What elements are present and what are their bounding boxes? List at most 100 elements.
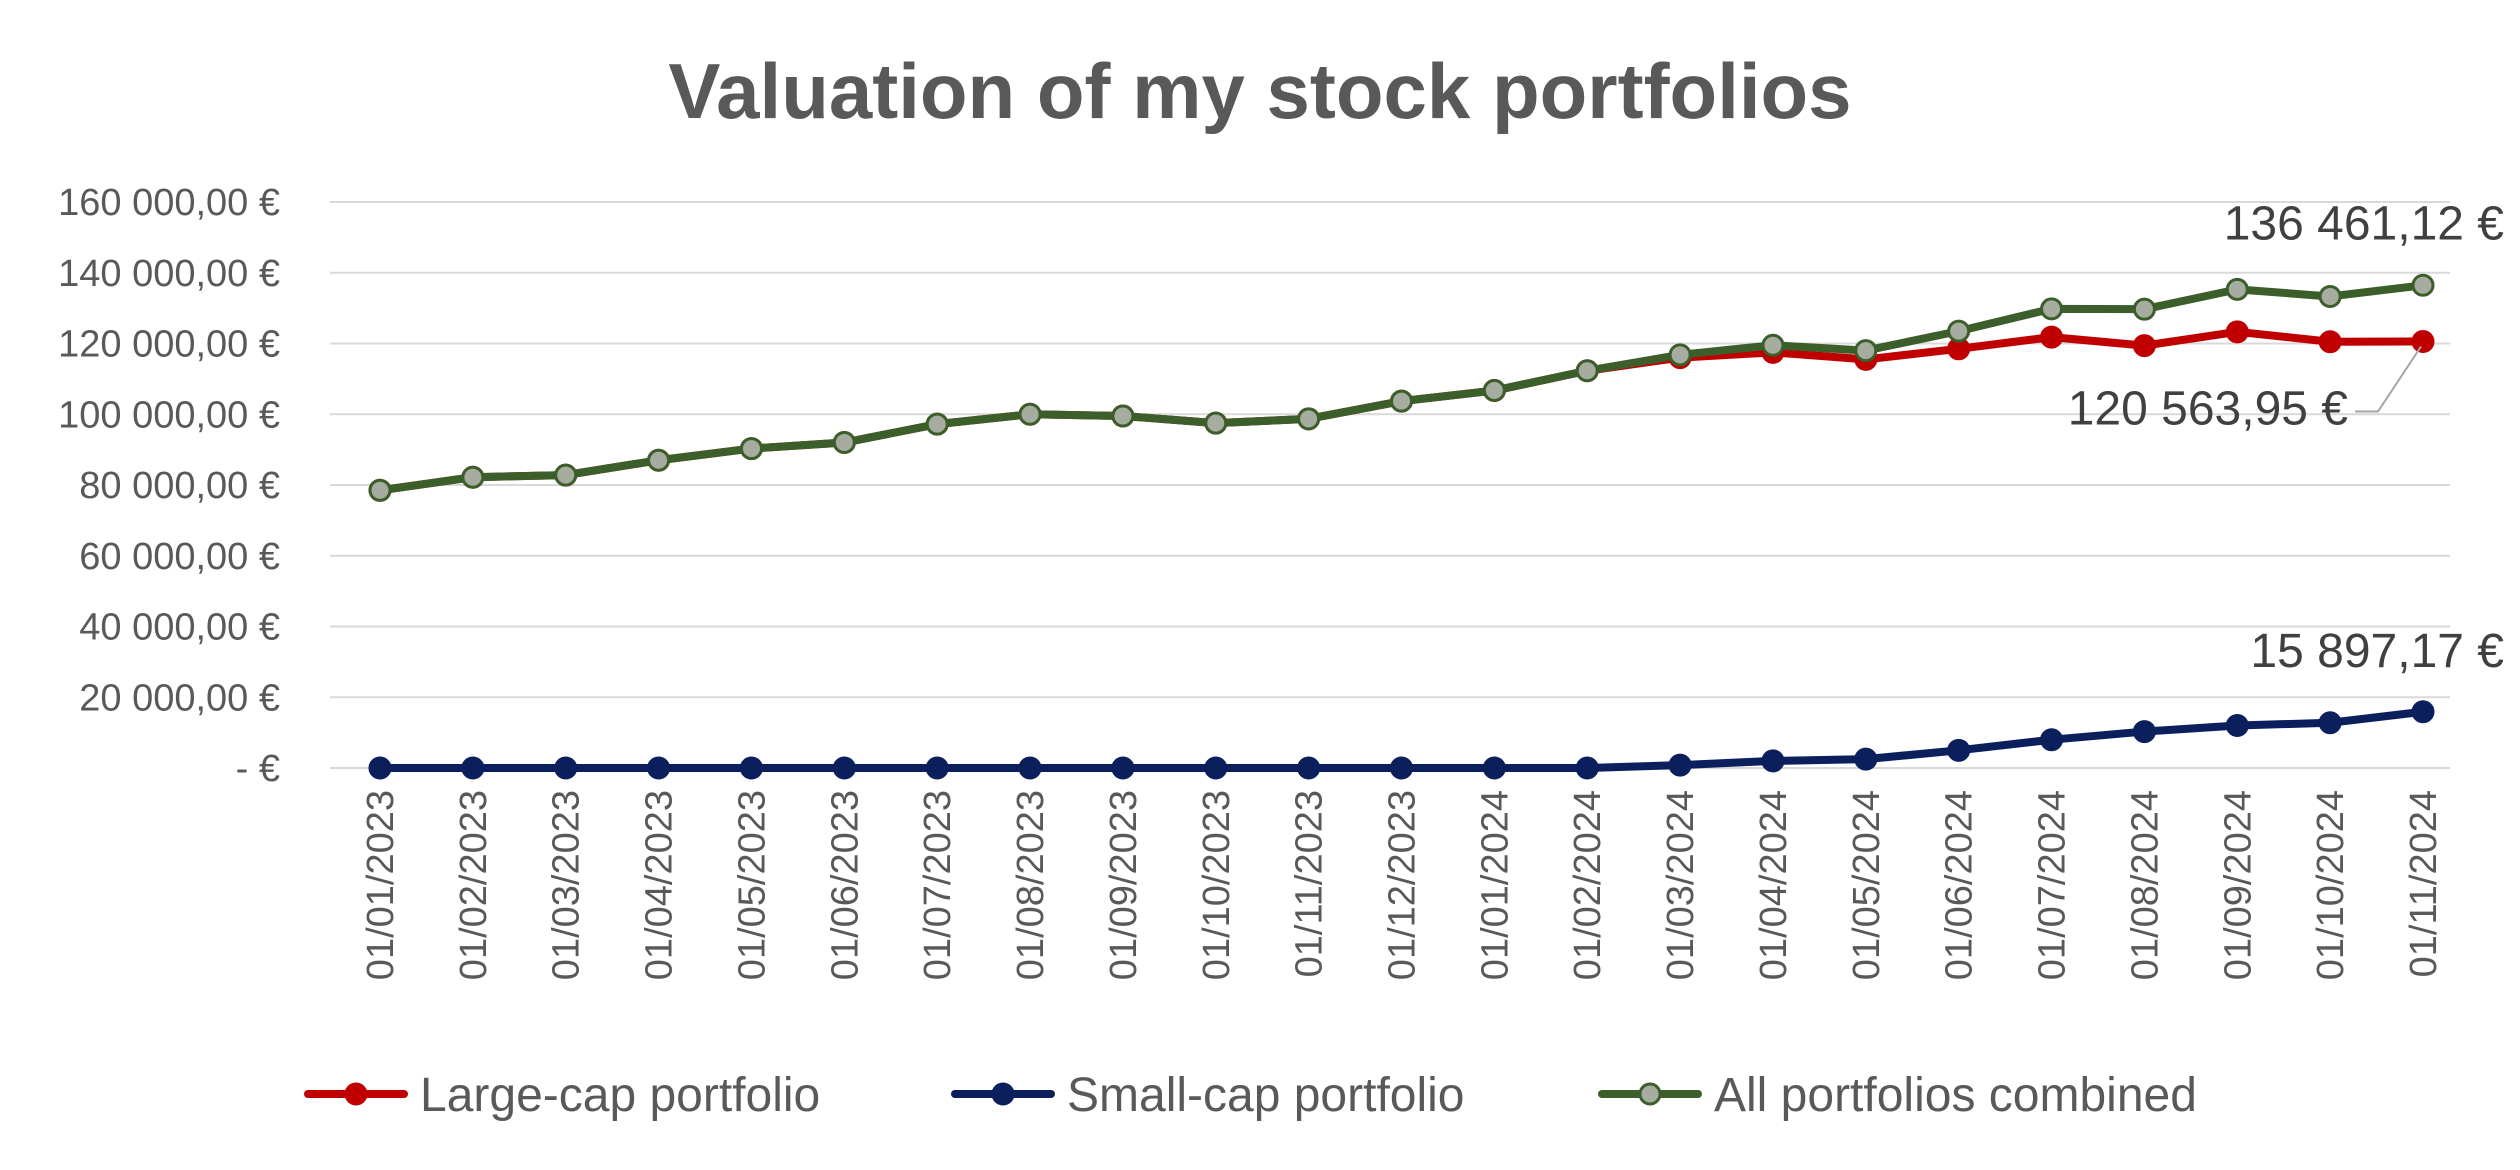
data-point	[368, 478, 392, 502]
data-point	[1482, 756, 1506, 780]
data-point	[2318, 711, 2342, 735]
data-point	[2040, 325, 2064, 349]
x-tick-label: 01/10/2024	[2310, 790, 2352, 980]
x-tick-label: 01/03/2024	[1660, 790, 1702, 980]
x-tick-label: 01/01/2024	[1474, 790, 1516, 980]
data-point	[2132, 334, 2156, 358]
legend-swatch-marker	[344, 1082, 368, 1106]
legend-label: Large-cap portfolio	[420, 1069, 820, 1122]
data-point	[1111, 756, 1135, 780]
y-tick-label: 120 000,00 €	[58, 324, 280, 366]
chart-title: Valuation of my stock portfolios	[668, 47, 1851, 135]
x-tick-label: 01/04/2023	[639, 790, 681, 980]
x-tick-label: 01/09/2024	[2217, 790, 2259, 980]
grid-lines	[330, 201, 2450, 769]
data-point	[1854, 339, 1878, 363]
legend-label: All portfolios combined	[1714, 1069, 2197, 1122]
x-tick-label: 01/05/2023	[731, 790, 773, 980]
data-point	[1947, 319, 1971, 343]
data-point	[2225, 277, 2249, 301]
data-label: 136 461,12 €	[2224, 197, 2505, 250]
data-point	[647, 756, 671, 780]
y-tick-label: 160 000,00 €	[58, 182, 280, 224]
y-tick-label: 80 000,00 €	[79, 465, 280, 507]
data-point	[2040, 297, 2064, 321]
x-tick-label: 01/09/2023	[1103, 790, 1145, 980]
data-point	[832, 431, 856, 455]
y-tick-label: 60 000,00 €	[79, 536, 280, 578]
data-point	[1761, 333, 1785, 357]
x-tick-label: 01/02/2024	[1567, 790, 1609, 980]
data-point	[1018, 402, 1042, 426]
x-tick-label: 01/01/2023	[360, 790, 402, 980]
data-point	[368, 756, 392, 780]
series-1	[368, 700, 2435, 780]
data-point	[925, 412, 949, 436]
data-point	[925, 756, 949, 780]
data-point	[1854, 747, 1878, 771]
x-tick-label: 01/12/2023	[1382, 790, 1424, 980]
data-point	[2225, 320, 2249, 344]
data-point	[461, 756, 485, 780]
data-point	[739, 756, 763, 780]
y-tick-label: 40 000,00 €	[79, 607, 280, 649]
y-tick-label: 20 000,00 €	[79, 677, 280, 719]
x-tick-label: 01/03/2023	[546, 790, 588, 980]
data-point	[2132, 297, 2156, 321]
x-tick-label: 01/10/2023	[1196, 790, 1238, 980]
x-axis-tick-labels: 01/01/2023 01/02/2023 01/03/2023 01/04/2023…	[360, 790, 2445, 980]
legend-label: Small-cap portfolio	[1067, 1069, 1465, 1122]
x-tick-label: 01/05/2024	[1846, 790, 1888, 980]
data-point	[2411, 330, 2435, 354]
x-tick-label: 01/02/2023	[453, 790, 495, 980]
data-point	[1204, 756, 1228, 780]
data-point	[1390, 389, 1413, 413]
data-point	[1297, 756, 1321, 780]
x-tick-label: 01/11/2024	[2403, 790, 2445, 977]
legend-item-2[interactable]: All portfolios combined	[1598, 1069, 2197, 1122]
data-point	[1018, 756, 1042, 780]
data-point	[1575, 756, 1599, 780]
x-tick-label: 01/07/2023	[917, 790, 959, 980]
x-tick-label: 01/08/2024	[2124, 790, 2166, 980]
data-point	[2040, 728, 2064, 752]
data-point	[554, 756, 578, 780]
data-point	[2411, 700, 2435, 724]
data-point	[1297, 407, 1321, 431]
data-point	[1204, 411, 1228, 435]
data-point	[647, 448, 671, 472]
series-2	[368, 273, 2435, 502]
x-tick-label: 01/08/2023	[1010, 790, 1052, 980]
legend-swatch-marker	[991, 1082, 1015, 1106]
data-point	[2225, 714, 2249, 738]
data-point	[1111, 404, 1135, 428]
leader-line	[2355, 345, 2422, 413]
data-point	[1575, 359, 1599, 383]
data-point	[1390, 756, 1413, 780]
x-tick-label: 01/04/2024	[1753, 790, 1795, 980]
y-tick-label: 140 000,00 €	[58, 253, 280, 295]
data-point	[1947, 738, 1971, 762]
data-point	[554, 463, 578, 487]
series-lines	[368, 273, 2435, 780]
y-axis-tick-labels: - € 20 000,00 € 40 000,00 € 60 000,00 € 80 0…	[58, 182, 280, 790]
legend-item-1[interactable]: Small-cap portfolio	[951, 1069, 1465, 1122]
data-point	[461, 465, 485, 489]
x-tick-label: 01/07/2024	[2032, 790, 2074, 980]
data-point	[2318, 330, 2342, 354]
data-point	[739, 437, 763, 461]
x-tick-label: 01/11/2023	[1289, 790, 1331, 977]
x-tick-label: 01/06/2024	[1939, 790, 1981, 980]
data-point	[2411, 273, 2435, 297]
legend: Large-cap portfolio Small-cap portfolio Al…	[304, 1069, 2197, 1122]
data-point	[2132, 720, 2156, 744]
legend-item-0[interactable]: Large-cap portfolio	[304, 1069, 820, 1122]
data-point	[2318, 284, 2342, 308]
data-label: 15 897,17 €	[2250, 625, 2504, 678]
y-tick-label: 100 000,00 €	[58, 394, 280, 436]
data-point	[1482, 379, 1506, 403]
data-point	[832, 756, 856, 780]
data-labels: 136 461,12 € 120 563,95 € 15 897,17 €	[2068, 197, 2505, 677]
